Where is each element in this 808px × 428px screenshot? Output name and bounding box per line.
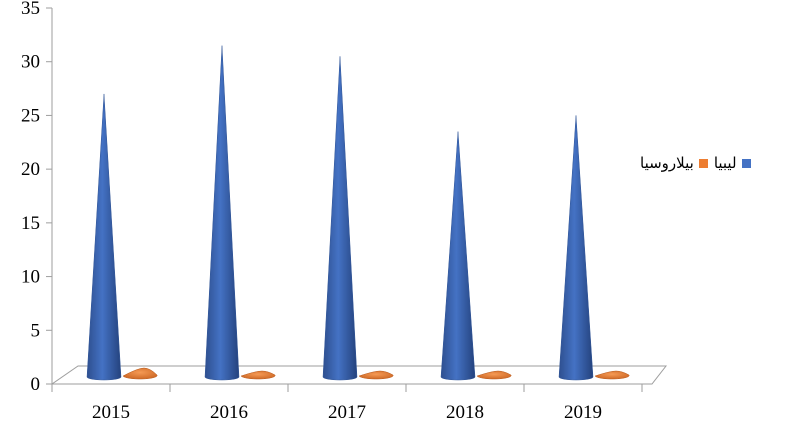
bar-بيلاروسيا-2018	[476, 370, 512, 380]
y-tick-label: 30	[21, 52, 40, 73]
y-tick-label: 0	[31, 374, 41, 395]
x-tick-label: 2015	[92, 402, 130, 423]
bar-ليبيا-2016	[204, 45, 240, 381]
bar-بيلاروسيا-2017	[358, 370, 394, 380]
floor-plane	[50, 365, 668, 385]
legend: ليبيا بيلاروسيا	[640, 154, 751, 172]
bar-بيلاروسيا-2019	[594, 370, 630, 380]
legend-item-belarus: بيلاروسيا	[640, 154, 708, 172]
x-tick-label: 2017	[328, 402, 366, 423]
y-tick-label: 5	[31, 320, 41, 341]
y-tick-label: 10	[21, 267, 40, 288]
y-tick-label: 35	[21, 0, 40, 19]
legend-label-belarus: بيلاروسيا	[640, 154, 694, 172]
bar-بيلاروسيا-2016	[240, 370, 276, 380]
y-tick-label: 20	[21, 159, 40, 180]
bar-بيلاروسيا-2015	[122, 367, 158, 380]
legend-swatch-belarus	[698, 158, 708, 168]
chart-marks	[86, 45, 630, 381]
bar-ليبيا-2017	[322, 56, 358, 381]
x-axis: 2015 2016 2017 2018 2019	[51, 384, 643, 423]
chart-floor	[50, 8, 668, 385]
bar-ليبيا-2015	[86, 93, 122, 381]
legend-item-libya: ليبيا	[714, 154, 751, 172]
y-axis: 0 5 10 15 20 25 30 35	[21, 0, 52, 395]
y-tick-label: 25	[21, 105, 40, 126]
legend-label-libya: ليبيا	[713, 154, 737, 172]
bar-ليبيا-2018	[440, 131, 476, 381]
x-tick-label: 2016	[210, 402, 248, 423]
x-tick-label: 2019	[564, 402, 602, 423]
y-tick-label: 15	[21, 213, 40, 234]
legend-swatch-libya	[741, 158, 751, 168]
bar-ليبيا-2019	[558, 115, 594, 381]
x-tick-label: 2018	[446, 402, 484, 423]
